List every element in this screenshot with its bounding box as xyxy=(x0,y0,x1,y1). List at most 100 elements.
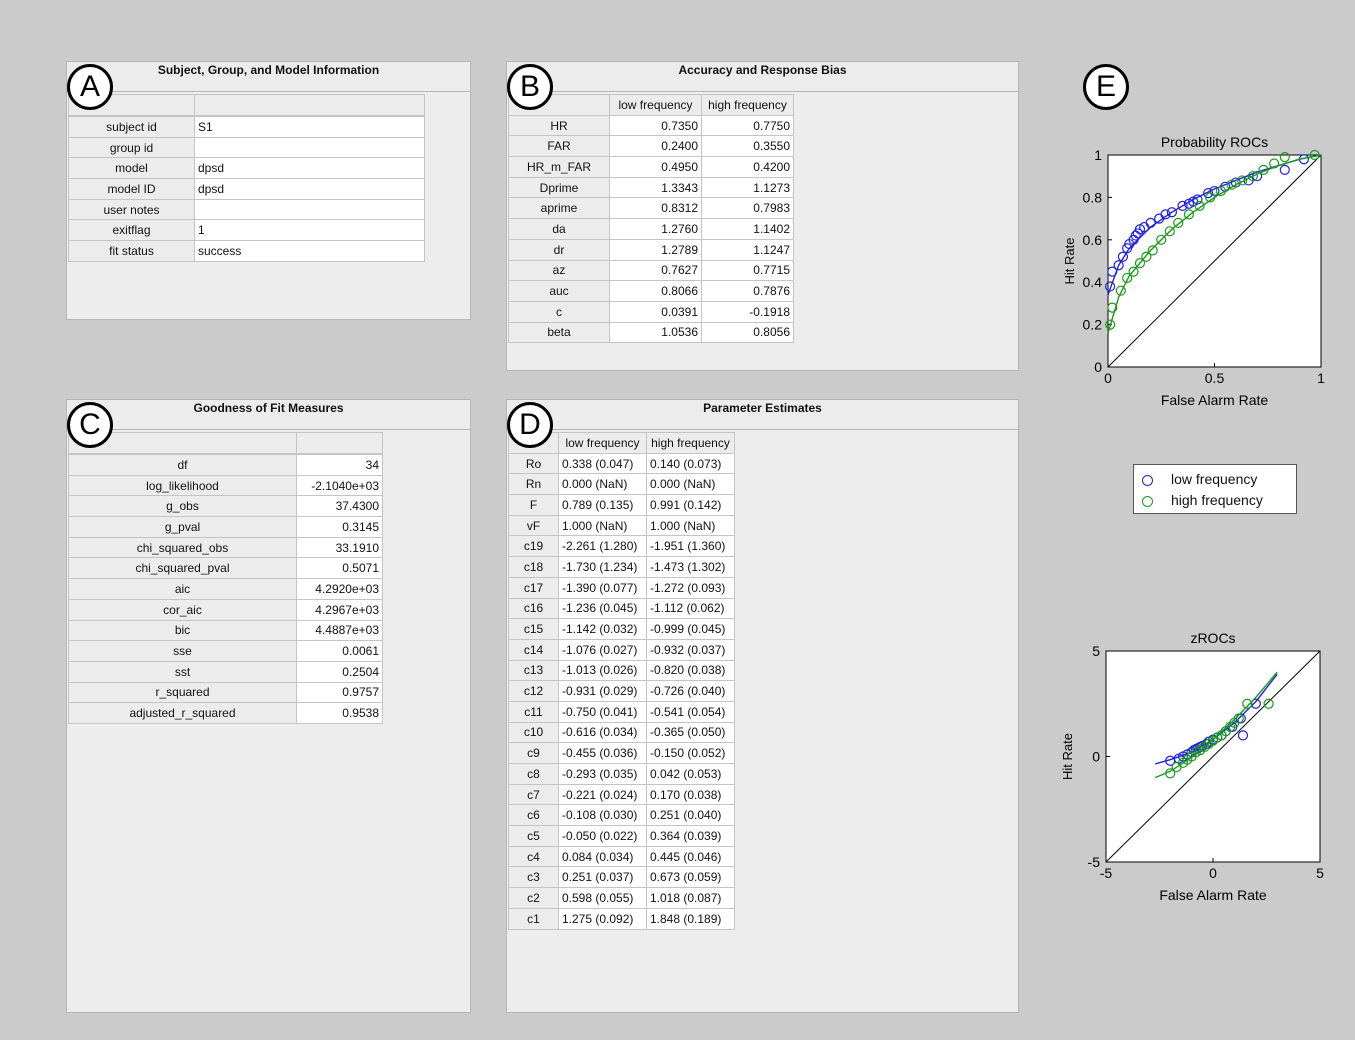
cell-high[interactable]: 0.170 (0.038) xyxy=(646,783,735,806)
row-value[interactable]: success xyxy=(194,240,425,262)
cell-low[interactable]: 1.275 (0.092) xyxy=(558,907,647,930)
cell-low[interactable]: 0.338 (0.047) xyxy=(558,452,647,475)
cell-low[interactable]: 0.789 (0.135) xyxy=(558,494,647,516)
cell-high[interactable]: 0.000 (NaN) xyxy=(646,473,735,496)
cell-high[interactable]: 0.8056 xyxy=(701,321,794,344)
row-value[interactable]: 0.2504 xyxy=(296,660,383,683)
row-value[interactable]: dpsd xyxy=(194,178,425,200)
cell-low[interactable]: -0.293 (0.035) xyxy=(558,763,647,785)
cell-high[interactable]: 0.7750 xyxy=(701,114,794,137)
column-header[interactable]: low frequency xyxy=(609,94,702,116)
row-label: F xyxy=(508,494,559,516)
row-value[interactable]: 0.5071 xyxy=(296,557,383,580)
cell-high[interactable]: -0.365 (0.050) xyxy=(646,721,735,744)
row-value[interactable]: 1 xyxy=(194,219,425,242)
column-header[interactable]: low frequency xyxy=(558,432,647,454)
row-value[interactable]: S1 xyxy=(194,116,425,138)
cell-high[interactable]: 1.018 (0.087) xyxy=(646,887,735,909)
data-point-low xyxy=(1279,164,1290,175)
row-value[interactable]: 0.9538 xyxy=(296,702,383,724)
cell-low[interactable]: 1.2789 xyxy=(609,238,702,261)
cell-high[interactable]: -0.932 (0.037) xyxy=(646,638,735,661)
cell-high[interactable]: 1.848 (0.189) xyxy=(646,907,735,930)
cell-high[interactable]: -0.820 (0.038) xyxy=(646,659,735,682)
cell-low[interactable]: -0.108 (0.030) xyxy=(558,804,647,827)
cell-high[interactable]: 1.1273 xyxy=(701,176,794,199)
cell-low[interactable]: 0.0391 xyxy=(609,300,702,323)
cell-high[interactable]: -1.951 (1.360) xyxy=(646,535,735,558)
cell-low[interactable]: 1.2760 xyxy=(609,218,702,240)
cell-low[interactable]: 0.2400 xyxy=(609,135,702,158)
cell-low[interactable]: -0.750 (0.041) xyxy=(558,700,647,723)
cell-low[interactable]: 0.8312 xyxy=(609,197,702,220)
value-column-header[interactable] xyxy=(194,94,425,116)
cell-low[interactable]: -1.076 (0.027) xyxy=(558,638,647,661)
row-value[interactable] xyxy=(194,198,425,221)
cell-low[interactable]: -1.390 (0.077) xyxy=(558,576,647,599)
cell-high[interactable]: 0.3550 xyxy=(701,135,794,158)
cell-low[interactable]: 0.084 (0.034) xyxy=(558,845,647,868)
cell-high[interactable]: 0.673 (0.059) xyxy=(646,866,735,889)
cell-high[interactable]: 0.991 (0.142) xyxy=(646,494,735,516)
table-row: cor_aic 4.2967e+03 xyxy=(68,598,383,621)
cell-low[interactable]: 0.8066 xyxy=(609,280,702,302)
cell-high[interactable]: -1.272 (0.093) xyxy=(646,576,735,599)
cell-low[interactable]: -0.221 (0.024) xyxy=(558,783,647,806)
cell-high[interactable]: -1.473 (1.302) xyxy=(646,556,735,578)
row-value[interactable]: -2.1040e+03 xyxy=(296,474,383,497)
cell-low[interactable]: 1.0536 xyxy=(609,321,702,344)
cell-low[interactable]: 0.000 (NaN) xyxy=(558,473,647,496)
cell-low[interactable]: -1.142 (0.032) xyxy=(558,618,647,640)
column-header[interactable]: high frequency xyxy=(646,432,735,454)
cell-low[interactable]: 0.7350 xyxy=(609,114,702,137)
row-value[interactable]: 4.2967e+03 xyxy=(296,598,383,621)
cell-high[interactable]: 0.4200 xyxy=(701,156,794,178)
cell-low[interactable]: 1.3343 xyxy=(609,176,702,199)
cell-high[interactable]: 0.251 (0.040) xyxy=(646,804,735,827)
column-header[interactable]: high frequency xyxy=(701,94,794,116)
cell-high[interactable]: 0.445 (0.046) xyxy=(646,845,735,868)
cell-high[interactable]: -0.1918 xyxy=(701,300,794,323)
cell-low[interactable]: 0.4950 xyxy=(609,156,702,178)
data-point-high xyxy=(1107,302,1118,313)
cell-high[interactable]: -0.150 (0.052) xyxy=(646,742,735,764)
cell-high[interactable]: 1.000 (NaN) xyxy=(646,514,735,537)
cell-low[interactable]: -1.236 (0.045) xyxy=(558,597,647,620)
cell-high[interactable]: 0.7715 xyxy=(701,259,794,282)
cell-high[interactable]: -0.999 (0.045) xyxy=(646,618,735,640)
row-value[interactable]: 33.1910 xyxy=(296,536,383,559)
row-value[interactable]: 0.9757 xyxy=(296,681,383,704)
cell-high[interactable]: 0.7876 xyxy=(701,280,794,302)
row-value[interactable]: 0.0061 xyxy=(296,640,383,662)
cell-low[interactable]: 0.7627 xyxy=(609,259,702,282)
cell-low[interactable]: -0.455 (0.036) xyxy=(558,742,647,764)
cell-low[interactable]: -1.013 (0.026) xyxy=(558,659,647,682)
value-column-header[interactable] xyxy=(296,432,383,454)
cell-low[interactable]: -0.616 (0.034) xyxy=(558,721,647,744)
row-value[interactable]: 4.2920e+03 xyxy=(296,578,383,600)
cell-low[interactable]: -0.931 (0.029) xyxy=(558,680,647,702)
row-value[interactable]: 37.4300 xyxy=(296,495,383,518)
row-value[interactable]: 4.4887e+03 xyxy=(296,619,383,642)
cell-high[interactable]: -1.112 (0.062) xyxy=(646,597,735,620)
cell-low[interactable]: -1.730 (1.234) xyxy=(558,556,647,578)
cell-low[interactable]: -2.261 (1.280) xyxy=(558,535,647,558)
table-row: adjusted_r_squared 0.9538 xyxy=(68,702,383,724)
cell-low[interactable]: 0.251 (0.037) xyxy=(558,866,647,889)
cell-high[interactable]: 0.7983 xyxy=(701,197,794,220)
row-value[interactable]: 0.3145 xyxy=(296,516,383,538)
cell-high[interactable]: 1.1247 xyxy=(701,238,794,261)
cell-high[interactable]: 0.140 (0.073) xyxy=(646,452,735,475)
cell-high[interactable]: 1.1402 xyxy=(701,218,794,240)
cell-high[interactable]: 0.042 (0.053) xyxy=(646,763,735,785)
y-tick-label: -5 xyxy=(1088,854,1101,870)
row-value[interactable]: dpsd xyxy=(194,157,425,180)
cell-high[interactable]: -0.726 (0.040) xyxy=(646,680,735,702)
cell-high[interactable]: -0.541 (0.054) xyxy=(646,700,735,723)
row-value[interactable] xyxy=(194,136,425,159)
cell-low[interactable]: -0.050 (0.022) xyxy=(558,825,647,847)
row-value[interactable]: 34 xyxy=(296,454,383,476)
cell-low[interactable]: 0.598 (0.055) xyxy=(558,887,647,909)
cell-low[interactable]: 1.000 (NaN) xyxy=(558,514,647,537)
cell-high[interactable]: 0.364 (0.039) xyxy=(646,825,735,847)
